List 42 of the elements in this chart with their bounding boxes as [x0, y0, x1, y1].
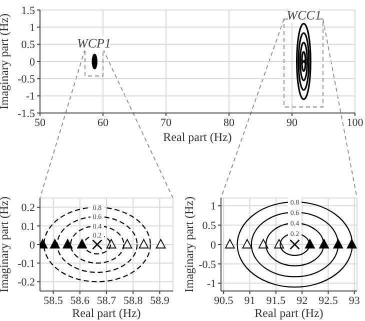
y-tick-label: -0.5 [198, 258, 216, 271]
annotation: WCP1 [77, 36, 111, 51]
x-tick-label: 90.5 [214, 294, 234, 307]
y-tick-label: -0.2 [18, 276, 35, 289]
x-tick-label: 58.9 [150, 294, 170, 307]
x-tick-label: 58.5 [44, 294, 64, 307]
x-tick-label: 58.7 [96, 294, 117, 307]
x-tick-label: 70 [160, 116, 172, 129]
y-tick-label: 1.5 [21, 4, 36, 17]
y-tick-label: -0.1 [18, 258, 35, 270]
y-tick-label: 0 [30, 239, 36, 252]
x-tick-label: 92 [296, 294, 308, 307]
y-tick-label: 1 [210, 200, 216, 213]
y-tick-label: -0.5 [18, 74, 36, 86]
y-tick-label: 0 [30, 56, 36, 68]
x-axis-title: Real part (Hz) [163, 130, 232, 144]
y-tick-label: 0.1 [21, 220, 35, 233]
y-tick-label: -1 [26, 90, 35, 103]
y-tick-label: 0.5 [202, 220, 216, 232]
x-tick-label: 91.5 [266, 294, 286, 307]
annotation: WCC1 [286, 8, 322, 23]
y-axis-title: Imaginary part (Hz) [0, 196, 11, 292]
x-tick-label: 93 [348, 294, 360, 307]
y-tick-label: -1.5 [18, 108, 36, 120]
x-tick-label: 92.5 [318, 294, 338, 307]
y-tick-label: 0.5 [21, 39, 36, 52]
x-axis-title: Real part (Hz) [72, 306, 141, 320]
y-tick-label: -1 [206, 278, 216, 290]
x-tick-label: 100 [346, 116, 364, 129]
y-tick-label: 0 [210, 239, 216, 252]
y-tick-label: 1 [30, 22, 35, 34]
x-tick-label: 58.6 [70, 294, 90, 307]
x-tick-label: 91 [244, 294, 256, 307]
y-tick-label: 0.2 [21, 202, 35, 214]
y-axis-title: Imaginary part (Hz) [182, 196, 196, 292]
x-tick-label: 50 [34, 116, 46, 129]
y-axis-title: Imaginary part (Hz) [0, 14, 11, 110]
x-tick-label: 58.8 [123, 294, 144, 307]
x-tick-label: 60 [98, 116, 109, 129]
x-axis-title: Real part (Hz) [254, 306, 324, 320]
x-tick-label: 90 [286, 116, 298, 129]
x-tick-label: 80 [224, 116, 235, 129]
